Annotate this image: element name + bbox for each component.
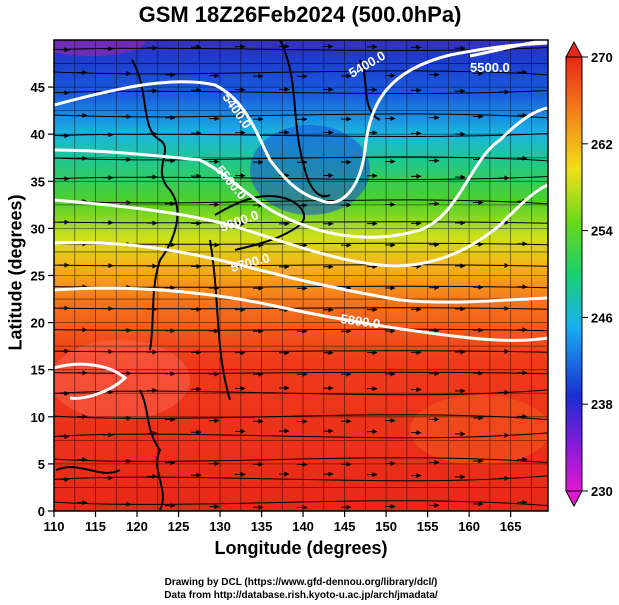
temperature-field: 5400.0 5400.0 5500.0 5500.0 5600.0 5700.… — [54, 40, 548, 511]
y-tick-label: 5 — [38, 457, 45, 472]
x-tick-label: 155 — [417, 519, 439, 534]
streamline — [54, 199, 548, 205]
streamline — [54, 500, 548, 507]
y-tick-label: 20 — [31, 316, 45, 331]
y-tick-label: 40 — [31, 127, 45, 142]
x-tick-label: 140 — [292, 519, 314, 534]
contour-label: 5800.0 — [340, 311, 381, 331]
contour-label: 5500.0 — [470, 60, 510, 75]
x-tick-label: 150 — [375, 519, 397, 534]
y-tick-label: 15 — [31, 363, 45, 378]
colorbar-tick-label: 254 — [591, 224, 613, 239]
x-axis-label: Longitude (degrees) — [214, 538, 388, 558]
x-tick-label: 115 — [85, 519, 106, 534]
colorbar: 270 262 254 246 238 230 — [565, 40, 613, 508]
streamline — [54, 414, 548, 421]
y-axis-ticks: 0 5 10 15 20 25 30 35 40 45 — [31, 80, 54, 519]
streamline — [54, 70, 548, 76]
credit-data: Data from http://database.rish.kyoto-u.a… — [164, 590, 438, 601]
x-tick-label: 125 — [168, 519, 190, 534]
colorbar-tick-label: 246 — [591, 310, 613, 325]
streamline — [54, 457, 548, 464]
map-title: GSM 18Z26Feb2024 (500.0hPa) — [138, 2, 462, 27]
x-tick-label: 145 — [334, 519, 356, 534]
colorbar-tick-label: 270 — [591, 50, 613, 65]
streamline — [54, 328, 548, 332]
y-tick-label: 25 — [31, 269, 45, 284]
x-tick-label: 130 — [209, 519, 231, 534]
streamline — [54, 371, 548, 375]
height-contours — [54, 40, 548, 400]
colorbar-tick-label: 262 — [591, 137, 613, 152]
x-tick-label: 160 — [458, 519, 480, 534]
x-axis-ticks: 110 115 120 125 130 135 140 145 150 155 160 165 — [44, 511, 522, 534]
colorbar-tick-label: 238 — [591, 397, 613, 412]
y-tick-label: 45 — [31, 80, 45, 95]
x-tick-label: 110 — [44, 519, 65, 534]
x-tick-label: 165 — [500, 519, 522, 534]
colorbar-tick-label: 230 — [591, 484, 613, 499]
y-tick-label: 0 — [38, 504, 45, 519]
x-tick-label: 120 — [126, 519, 148, 534]
y-tick-label: 30 — [31, 221, 45, 236]
credit-drawing: Drawing by DCL (https://www.gfd-dennou.o… — [164, 577, 438, 588]
streamline — [54, 156, 548, 162]
y-tick-label: 10 — [31, 410, 45, 425]
y-tick-label: 35 — [31, 174, 45, 189]
x-tick-label: 135 — [251, 519, 273, 534]
